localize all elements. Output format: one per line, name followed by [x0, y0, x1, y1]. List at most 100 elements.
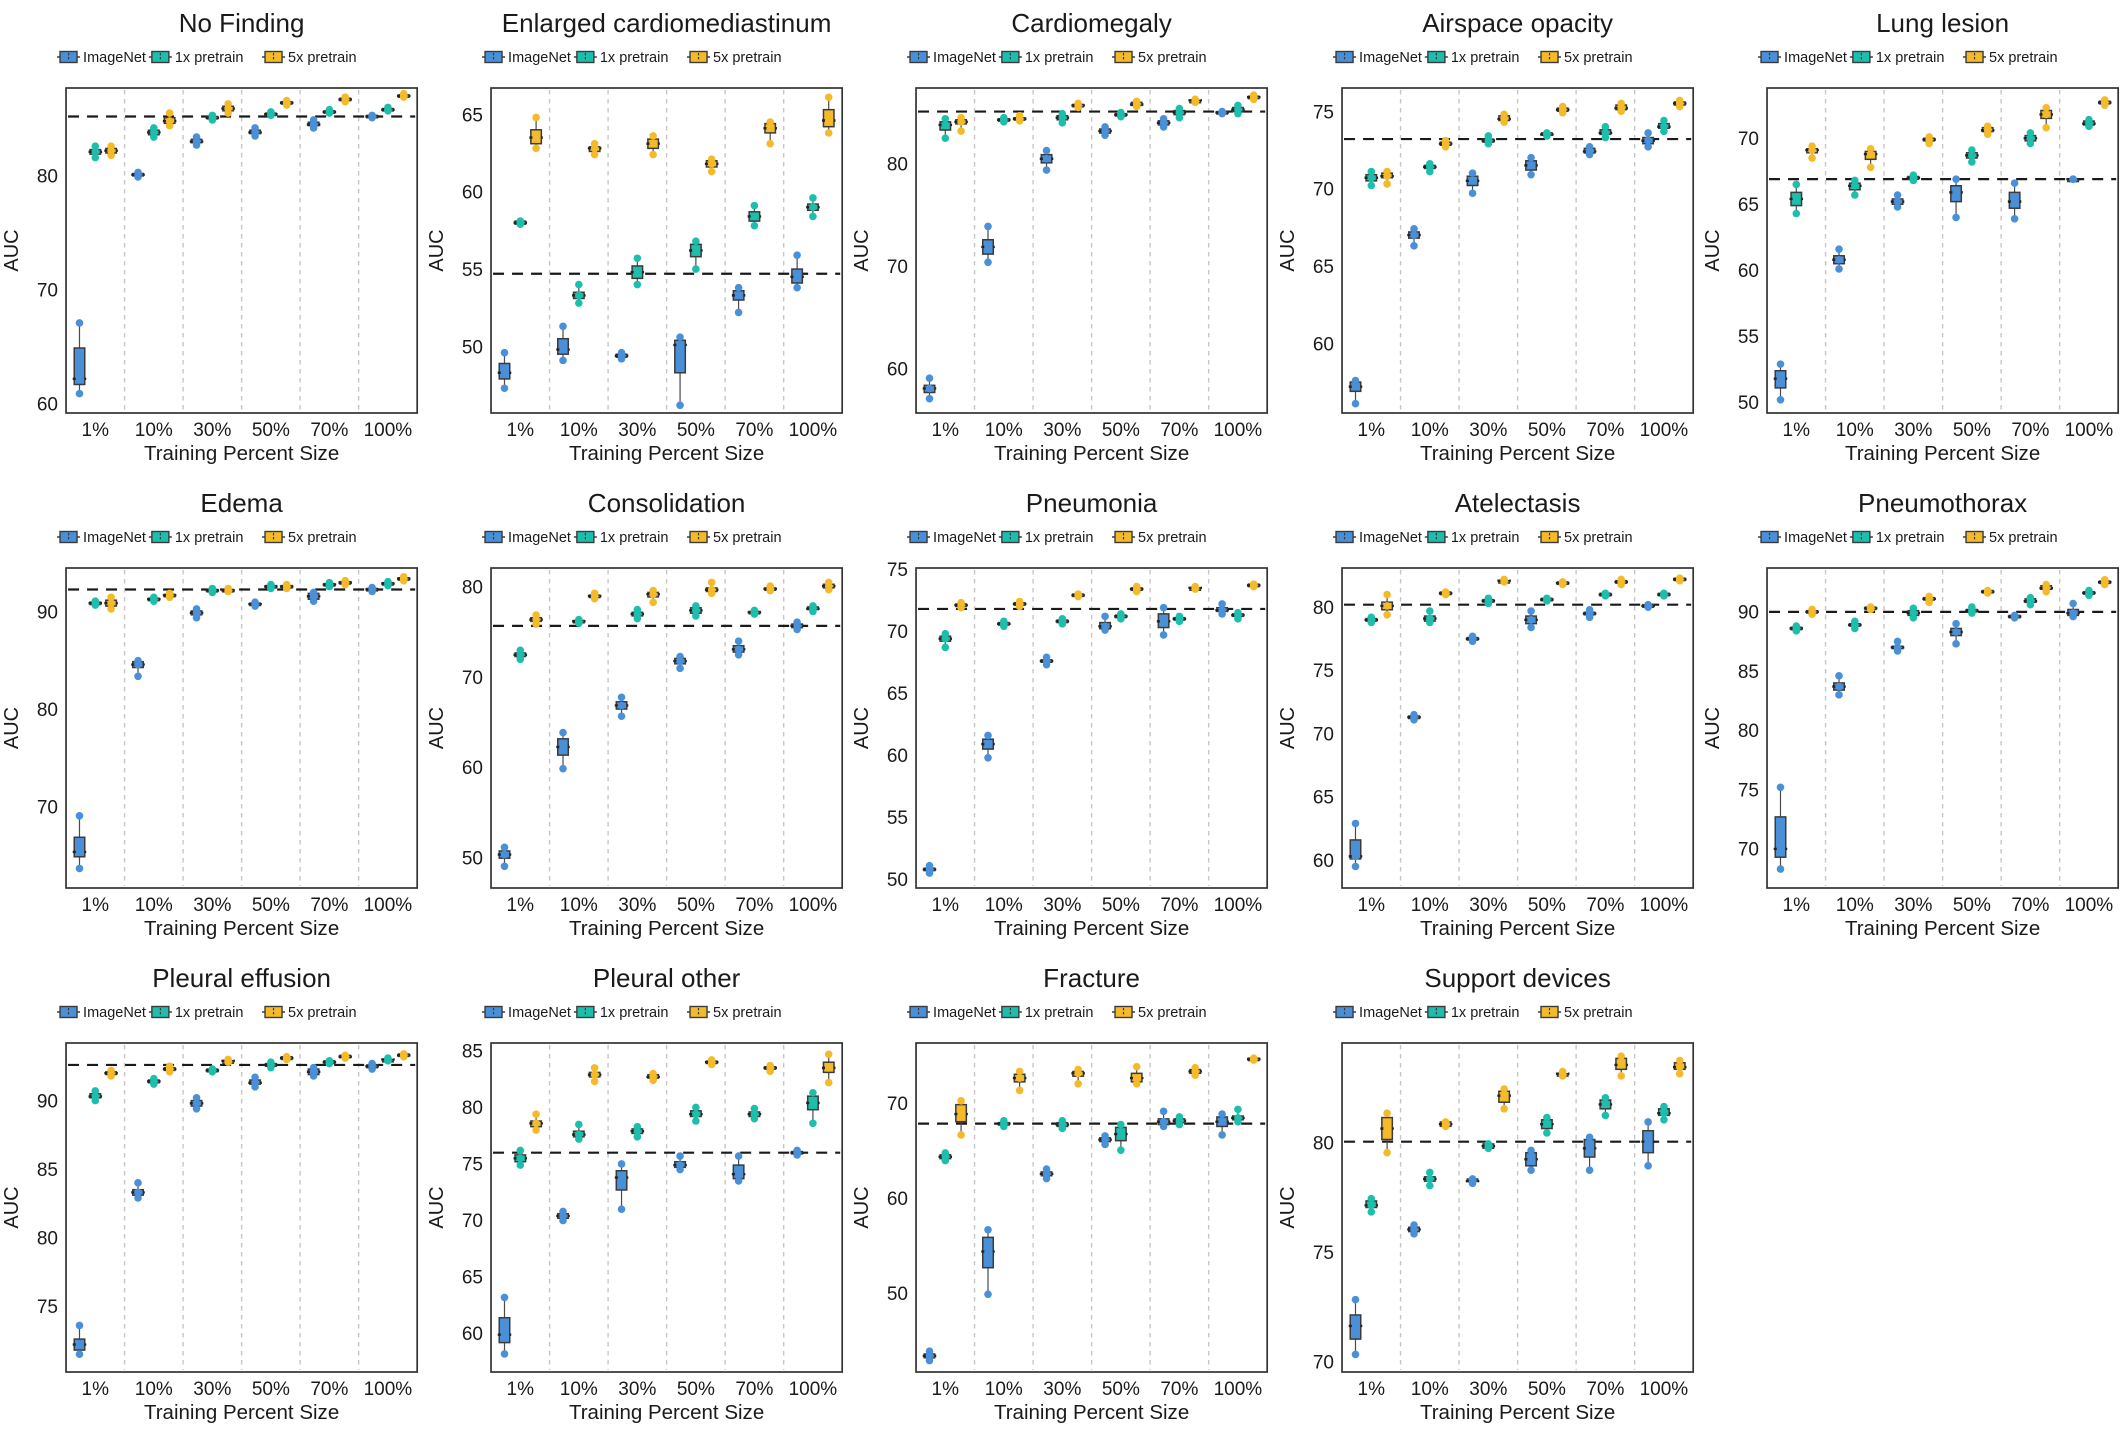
boxplot-group: [88, 142, 103, 162]
data-point-dot: [1425, 1181, 1434, 1190]
data-point-dot: [559, 322, 568, 331]
legend-item-label: ImageNet: [83, 530, 146, 546]
legend-item-label: 1x pretrain: [1450, 50, 1519, 66]
boxplot-group: [1173, 1113, 1187, 1129]
data-point-dot: [1101, 123, 1110, 131]
boxplot-group: [205, 111, 220, 124]
data-point-dot: [2069, 175, 2077, 183]
data-point-dot: [957, 1097, 966, 1105]
x-tick-label: 50%: [1527, 420, 1565, 441]
data-point-dot: [1866, 163, 1875, 172]
data-point-dot: [1441, 136, 1449, 145]
x-tick-label: 50%: [1953, 420, 1991, 441]
boxplot-group: [1614, 575, 1628, 589]
boxplot-group: [2039, 580, 2053, 596]
legend-item: 5x pretrain: [1112, 530, 1207, 546]
data-point-dot: [1585, 1166, 1593, 1175]
boxplot-group: [572, 280, 586, 307]
boxplot-group: [189, 1094, 204, 1113]
data-point-dot: [1101, 622, 1110, 631]
boxplot-group: [1157, 1107, 1171, 1131]
data-point-dot: [134, 1179, 142, 1187]
y-tick-label: 80: [462, 1098, 483, 1119]
data-point-dot: [1382, 1109, 1391, 1117]
data-point-dot: [1468, 177, 1476, 185]
data-point-dot: [224, 1055, 232, 1064]
y-tick-label: 75: [1738, 780, 1759, 801]
legend-item-label: 1x pretrain: [175, 530, 244, 546]
boxplot-group: [1922, 592, 1936, 607]
boxplot-group: [1496, 110, 1511, 126]
boxplot-panel-svg: Pleural effusion ImageNet 1x pretrain 5x pr…: [1, 963, 419, 1424]
boxplot-group: [1523, 153, 1538, 179]
boxplot-group: [806, 194, 820, 221]
legend-item: ImageNet: [1757, 530, 1847, 546]
boxplot-group: [162, 109, 177, 130]
data-point-dot: [1616, 99, 1625, 108]
boxplot-group: [1496, 1085, 1511, 1113]
data-point-dot: [809, 203, 817, 211]
panel-title: Consolidation: [588, 488, 746, 518]
data-point-dot: [957, 598, 966, 607]
boxplot-group: [790, 251, 805, 292]
data-point-dot: [809, 602, 817, 610]
x-tick-label: 100%: [789, 420, 838, 441]
data-point-dot: [1526, 153, 1535, 162]
data-point-dot: [1441, 588, 1449, 596]
legend-item: ImageNet: [57, 530, 146, 546]
y-axis-label: AUC: [426, 1186, 448, 1228]
y-tick-label: 75: [887, 560, 908, 581]
data-point-dot: [766, 582, 775, 590]
y-tick-label: 70: [1312, 1353, 1333, 1374]
boxplot-group: [822, 578, 836, 594]
data-point-dot: [1925, 592, 1933, 601]
y-tick-label: 60: [462, 758, 483, 779]
data-point-dot: [1659, 116, 1668, 125]
data-point-dot: [1542, 129, 1551, 137]
boxplot-group: [381, 103, 395, 115]
y-tick-label: 80: [462, 577, 483, 598]
boxplot-group: [1949, 175, 1963, 222]
data-point-dot: [1218, 1117, 1227, 1126]
legend-item-label: 5x pretrain: [1564, 50, 1633, 66]
data-point-dot: [766, 139, 775, 148]
legend-item-label: 1x pretrain: [1025, 50, 1094, 66]
boxplot-group: [1890, 191, 1905, 211]
data-point-dot: [1367, 1194, 1375, 1203]
data-point-dot: [750, 1110, 759, 1119]
data-point-dot: [734, 1170, 743, 1178]
legend-item-label: 5x pretrain: [713, 50, 782, 66]
boxplot-group: [997, 617, 1011, 631]
x-tick-label: 10%: [560, 420, 598, 441]
data-point-dot: [1468, 189, 1476, 198]
boxplot-group: [1539, 594, 1554, 605]
data-point-dot: [708, 1056, 716, 1064]
data-point-dot: [532, 133, 541, 142]
legend-item-label: ImageNet: [1784, 50, 1847, 66]
boxplot-group: [1071, 99, 1086, 112]
data-point-dot: [559, 345, 568, 354]
boxplot-group: [630, 1122, 645, 1141]
y-tick-label: 80: [37, 700, 58, 721]
data-point-dot: [1952, 175, 1960, 183]
boxplot-group: [1582, 143, 1596, 159]
data-point-dot: [692, 237, 700, 246]
boxplot-group: [763, 118, 778, 148]
x-tick-label: 30%: [619, 1379, 657, 1400]
data-point-dot: [1016, 1086, 1024, 1095]
data-point-dot: [1409, 225, 1418, 233]
boxplot-group: [954, 598, 969, 612]
boxplot-group: [614, 1160, 629, 1213]
boxplot-group: [2066, 599, 2080, 621]
boxplot-panel-svg: Pneumothorax ImageNet 1x pretrain 5x pretra…: [1702, 488, 2119, 940]
data-point-dot: [251, 124, 259, 132]
data-point-dot: [91, 148, 100, 156]
boxplot-group: [147, 124, 161, 141]
data-point-dot: [1133, 1062, 1141, 1071]
x-tick-label: 70%: [1161, 420, 1199, 441]
data-point-dot: [984, 731, 993, 740]
data-point-dot: [1250, 1054, 1258, 1062]
data-point-dot: [1043, 653, 1051, 662]
boxplot-group: [1614, 99, 1628, 116]
data-point-dot: [1382, 1148, 1391, 1157]
